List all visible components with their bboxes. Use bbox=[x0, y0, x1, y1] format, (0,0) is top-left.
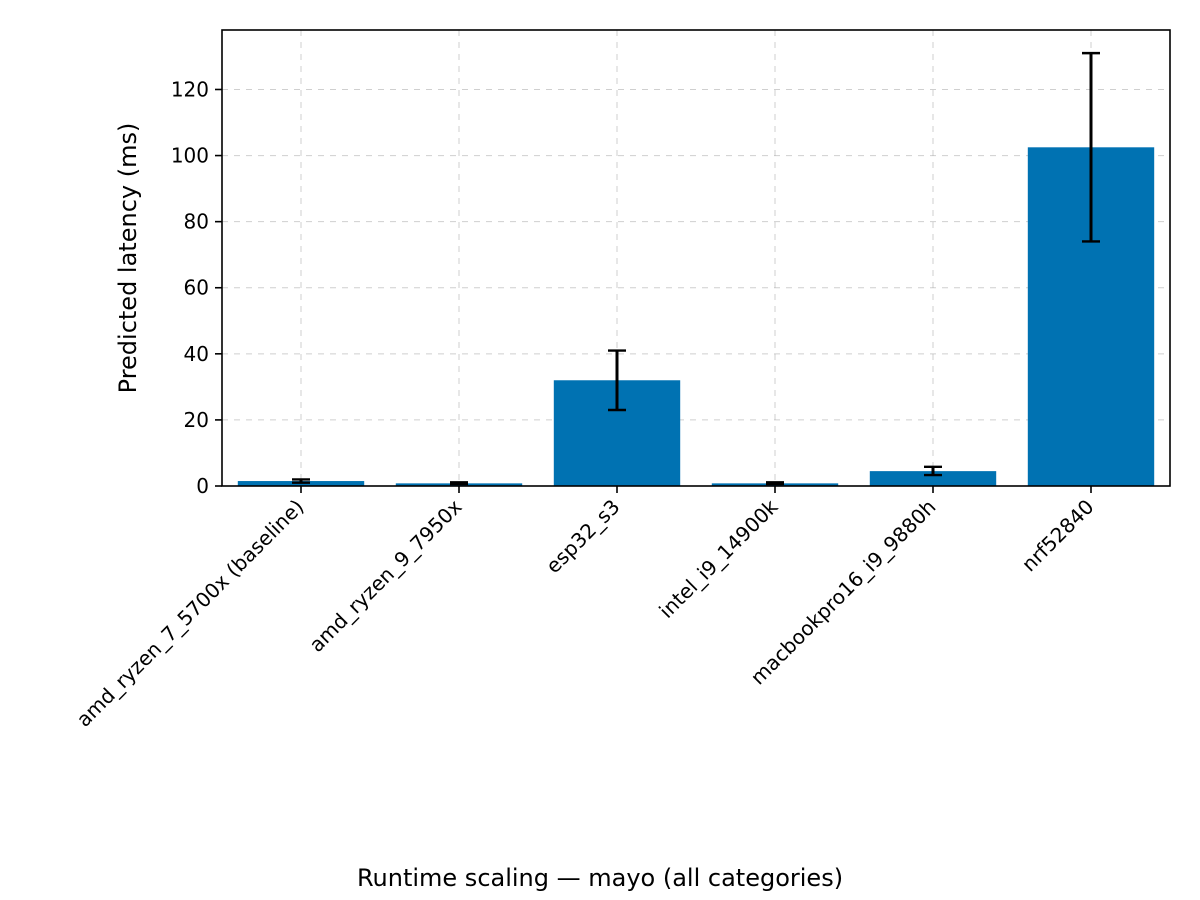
x-tick-label: amd_ryzen_9_7950x bbox=[304, 494, 466, 656]
y-tick-label: 20 bbox=[184, 408, 209, 432]
x-tick-label: intel_i9_14900k bbox=[654, 494, 783, 623]
y-tick-label: 100 bbox=[171, 144, 209, 168]
x-tick-label: nrf52840 bbox=[1017, 495, 1099, 577]
y-tick-label: 40 bbox=[184, 342, 209, 366]
y-axis-label: Predicted latency (ms) bbox=[114, 123, 142, 394]
bars bbox=[237, 147, 1155, 486]
axes-frame bbox=[221, 29, 1171, 487]
error-bars bbox=[292, 51, 1100, 486]
y-tick-label: 120 bbox=[171, 77, 209, 101]
y-tick-label: 60 bbox=[184, 276, 209, 300]
y-tick-label: 0 bbox=[196, 474, 209, 498]
bar-macbookpro16_i9_9880h bbox=[869, 471, 997, 486]
x-tick-label: macbookpro16_i9_9880h bbox=[746, 495, 941, 690]
x-tick-label: amd_ryzen_7_5700x (baseline) bbox=[72, 495, 309, 732]
x-tick-label: esp32_s3 bbox=[541, 495, 624, 578]
chart-caption: Runtime scaling — mayo (all categories) bbox=[356, 864, 844, 892]
grid-lines bbox=[222, 30, 1170, 487]
x-axis-ticks: amd_ryzen_7_5700x (baseline)amd_ryzen_9_… bbox=[72, 486, 1099, 732]
y-axis-ticks: 0 20 40 60 80 100 120 bbox=[171, 77, 222, 498]
y-tick-label: 80 bbox=[184, 210, 209, 234]
